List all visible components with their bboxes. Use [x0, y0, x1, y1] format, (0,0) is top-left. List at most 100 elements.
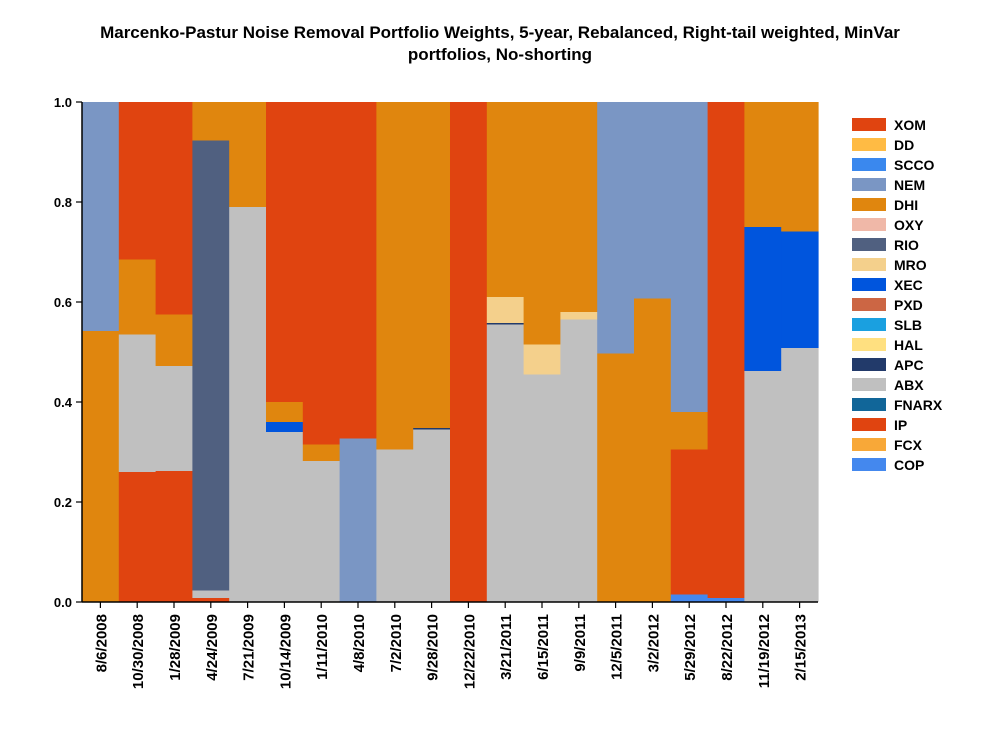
bar-segment-nem-16	[670, 102, 709, 412]
bar-segment-dhi-19	[781, 102, 819, 232]
bar-segment-dhi-6	[302, 444, 341, 461]
x-tick-label: 3/21/2011	[498, 614, 515, 680]
x-tick-label: 3/2/2012	[645, 614, 662, 672]
x-tick-label: 5/29/2012	[682, 614, 699, 681]
legend-label-pxd: PXD	[894, 297, 923, 313]
x-tick-label: 7/2/2010	[388, 614, 405, 672]
x-tick-label: 12/22/2010	[461, 614, 478, 689]
legend-label-oxy: OXY	[894, 217, 924, 233]
bar-segment-mro-11	[486, 297, 525, 323]
bar-segment-xom-17	[707, 102, 745, 368]
legend-swatch-nem	[852, 178, 886, 191]
bar-segment-nem-14	[597, 102, 635, 354]
bar-segment-dhi-15	[634, 298, 672, 602]
bar-segment-abx-3	[192, 590, 230, 598]
legend-swatch-hal	[852, 338, 886, 351]
bar-segment-dhi-16	[670, 412, 709, 450]
legend-label-ip: IP	[894, 417, 907, 433]
bar-segment-dhi-18	[744, 102, 782, 227]
bar-segment-dhi-12	[523, 102, 561, 345]
x-tick-label: 9/9/2011	[572, 614, 589, 672]
bar-segment-xec-19	[781, 231, 819, 348]
y-tick-label: 0.0	[54, 595, 72, 610]
legend-label-mro: MRO	[894, 257, 927, 273]
legend-label-abx: ABX	[894, 377, 924, 393]
legend-swatch-oxy	[852, 218, 886, 231]
legend-swatch-rio	[852, 238, 886, 251]
bar-segment-apc-9	[413, 428, 451, 430]
y-tick-label: 0.2	[54, 495, 72, 510]
legend-label-apc: APC	[894, 357, 924, 373]
bar-segment-mro-12	[523, 344, 561, 375]
x-tick-label: 10/30/2008	[130, 614, 147, 689]
legend-swatch-ip	[852, 418, 886, 431]
bar-segment-xom-7	[339, 102, 377, 439]
bar-segment-apc-11	[486, 323, 525, 325]
bar-segment-abx-19	[781, 348, 819, 602]
bar-segment-nem-15	[634, 102, 672, 299]
legend-swatch-slb	[852, 318, 886, 331]
x-tick-label: 8/22/2012	[719, 614, 736, 681]
bar-segment-abx-4	[229, 207, 267, 602]
x-tick-label: 4/8/2010	[351, 614, 368, 672]
bar-segment-dhi-14	[597, 353, 635, 602]
bar-segment-ip-17	[707, 368, 745, 598]
legend-label-xom: XOM	[894, 117, 926, 133]
x-tick-label: 11/19/2012	[756, 614, 773, 688]
legend-swatch-fcx	[852, 438, 886, 451]
x-tick-label: 8/6/2008	[93, 614, 110, 672]
bar-segment-abx-5	[266, 432, 304, 602]
legend-swatch-pxd	[852, 298, 886, 311]
bar-segment-dhi-8	[376, 102, 414, 450]
x-tick-label: 1/11/2010	[314, 614, 331, 680]
y-tick-label: 0.8	[54, 195, 72, 210]
bar-segment-abx-9	[413, 429, 451, 602]
bar-segment-abx-6	[302, 461, 341, 602]
bar-segment-ip-2	[155, 471, 193, 602]
legend-swatch-xom	[852, 118, 886, 131]
legend-swatch-dhi	[852, 198, 886, 211]
bar-segment-nem-7	[339, 438, 377, 602]
bar-segment-dhi-0	[82, 331, 120, 602]
y-tick-label: 0.6	[54, 295, 72, 310]
legend-label-dhi: DHI	[894, 197, 918, 213]
y-tick-label: 0.4	[54, 395, 73, 410]
legend-label-slb: SLB	[894, 317, 922, 333]
bar-segment-dhi-2	[155, 314, 193, 366]
bar-segment-ip-10	[450, 269, 488, 602]
legend-swatch-apc	[852, 358, 886, 371]
bar-segment-abx-18	[744, 371, 782, 602]
y-tick-label: 1.0	[54, 95, 72, 110]
x-tick-label: 4/24/2009	[204, 614, 221, 681]
legend-label-dd: DD	[894, 137, 914, 153]
legend-swatch-cop	[852, 458, 886, 471]
bar-segment-cop-17	[707, 598, 745, 602]
bar-segment-abx-12	[523, 374, 561, 602]
legend-label-fcx: FCX	[894, 437, 923, 453]
bar-segment-abx-2	[155, 366, 193, 471]
bar-segment-abx-11	[486, 324, 525, 602]
legend-label-scco: SCCO	[894, 157, 935, 173]
legend-label-nem: NEM	[894, 177, 925, 193]
legend-swatch-scco	[852, 158, 886, 171]
x-tick-label: 12/5/2011	[609, 614, 626, 680]
bar-segment-nem-0	[82, 102, 120, 331]
x-tick-label: 9/28/2010	[425, 614, 442, 681]
bar-segment-xom-1	[118, 102, 157, 260]
legend-label-xec: XEC	[894, 277, 923, 293]
legend-label-cop: COP	[894, 457, 924, 473]
x-tick-label: 6/15/2011	[535, 614, 552, 680]
legend-swatch-fnarx	[852, 398, 886, 411]
legend-label-fnarx: FNARX	[894, 397, 943, 413]
bar-segment-ip-3	[192, 598, 230, 602]
legend-swatch-abx	[852, 378, 886, 391]
bar-segment-dhi-1	[118, 259, 157, 335]
bar-segment-dhi-4	[229, 102, 267, 207]
x-tick-label: 2/15/2013	[793, 614, 810, 681]
bar-segment-ip-1	[118, 472, 157, 602]
legend-swatch-dd	[852, 138, 886, 151]
bar-segment-xec-5	[266, 422, 304, 432]
bar-segment-dhi-11	[486, 102, 525, 297]
